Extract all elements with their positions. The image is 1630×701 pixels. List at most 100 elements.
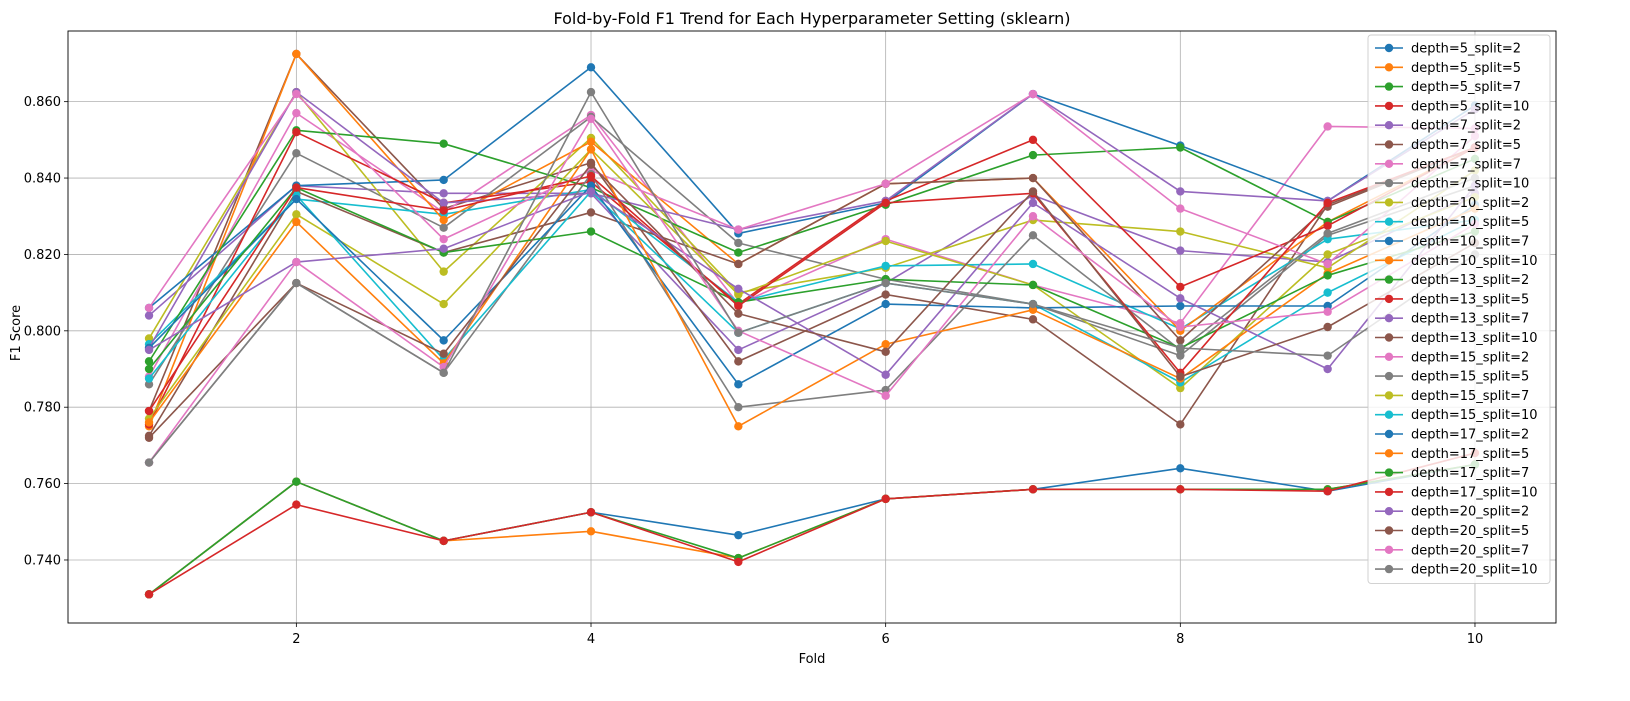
series-line [148,91,1476,339]
data-point [1176,420,1185,429]
data-point [881,391,890,400]
series-line [148,148,1476,428]
data-point [1028,135,1038,145]
legend-marker [1384,140,1394,149]
data-point [292,194,301,204]
data-point [586,508,596,517]
legend-entry: depth=20_split=10 [1375,563,1538,578]
series-line [148,53,1476,427]
data-point [734,309,743,318]
data-point [144,303,154,313]
data-point [1028,485,1038,494]
y-tick-label: 0.840 [24,172,61,187]
y-tick-label: 0.820 [24,248,61,263]
legend-label: depth=15_split=7 [1411,389,1529,404]
legend-entry: depth=20_split=5 [1375,524,1529,539]
legend-marker [1384,410,1394,419]
plot-border [67,30,1557,624]
y-tick-label: 0.740 [24,553,61,568]
data-point [881,494,890,504]
legend-label: depth=5_split=7 [1411,80,1521,95]
legend-marker [1384,352,1394,361]
data-point [586,227,596,236]
x-tick-label: 4 [587,632,595,647]
legend-entry: depth=15_split=10 [1375,408,1538,423]
data-point [1323,487,1332,496]
data-point [734,225,743,234]
series-line [148,452,1476,596]
data-point [144,458,154,467]
data-point [734,345,743,355]
data-point [1323,250,1332,259]
legend-entry: depth=15_split=5 [1375,370,1529,385]
data-point [292,500,301,509]
series-line [148,93,1476,309]
legend-marker [1384,82,1394,91]
data-point [1176,246,1185,255]
legend: depth=5_split=2 depth=5_split=5 depth=5_sp… [1367,34,1551,584]
x-axis-title: Fold [799,652,826,667]
data-point [439,368,448,378]
series-depth=20_split=5 [144,160,1480,442]
grid [68,31,1556,623]
chart-title: Fold-by-Fold F1 Trend for Each Hyperpara… [553,9,1070,28]
data-point [1028,89,1038,99]
legend-marker [1384,178,1394,188]
legend-label: depth=13_split=2 [1411,273,1529,288]
legend-entry: depth=15_split=2 [1375,350,1529,365]
data-point [439,175,448,185]
legend-label: depth=17_split=2 [1411,428,1529,443]
series-line [148,129,1476,362]
legend-box [1367,34,1551,584]
legend-label: depth=7_split=2 [1411,119,1521,134]
legend-entry: depth=7_split=2 [1375,119,1521,134]
data-point [292,257,301,267]
legend-marker [1384,256,1394,265]
legend-marker [1384,63,1394,72]
data-point [292,477,301,486]
legend-marker [1384,101,1394,111]
data-point [734,238,743,248]
legend-label: depth=7_split=7 [1411,157,1521,172]
series-line [148,53,1476,426]
legend-marker [1384,545,1394,554]
data-point [292,210,301,219]
data-point [439,206,448,215]
legend-marker [1384,159,1394,168]
data-point [292,183,301,192]
series-line [148,66,1476,309]
legend-label: depth=10_split=2 [1411,196,1529,211]
data-point [881,261,890,271]
data-point [734,301,743,311]
legend-label: depth=20_split=10 [1411,563,1538,578]
data-point [144,374,154,383]
data-point [439,349,448,358]
data-point [1323,364,1332,374]
legend-entry: depth=17_split=10 [1375,485,1538,500]
y-axis-title: F1 Score [9,305,24,361]
data-point [881,339,890,349]
legend-marker [1384,198,1394,207]
data-point [144,590,154,599]
x-tick-label: 10 [1467,632,1484,647]
data-point [1176,343,1185,353]
data-point [1323,322,1332,332]
data-point [439,267,448,276]
data-point [1323,351,1332,360]
data-point [1176,322,1185,332]
data-point [292,128,301,137]
series-line [148,118,1476,464]
data-point [1028,173,1038,183]
legend-marker [1384,429,1394,439]
x-tick-label: 8 [1176,632,1184,647]
legend-entry: depth=13_split=10 [1375,331,1538,346]
data-point [439,336,448,345]
data-point [1176,372,1185,381]
legend-label: depth=15_split=5 [1411,370,1529,385]
data-point [144,345,154,355]
data-point [439,215,448,225]
data-point [1028,231,1038,240]
legend-label: depth=7_split=5 [1411,138,1521,153]
data-point [734,248,743,257]
